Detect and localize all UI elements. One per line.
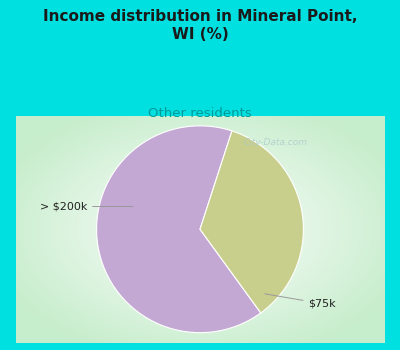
- Text: $75k: $75k: [265, 294, 336, 309]
- Wedge shape: [96, 126, 261, 332]
- Text: Income distribution in Mineral Point,
WI (%): Income distribution in Mineral Point, WI…: [43, 9, 357, 42]
- Text: Other residents: Other residents: [148, 107, 252, 120]
- Text: > $200k: > $200k: [40, 202, 133, 211]
- Wedge shape: [200, 131, 304, 313]
- Text: City-Data.com: City-Data.com: [244, 138, 308, 147]
